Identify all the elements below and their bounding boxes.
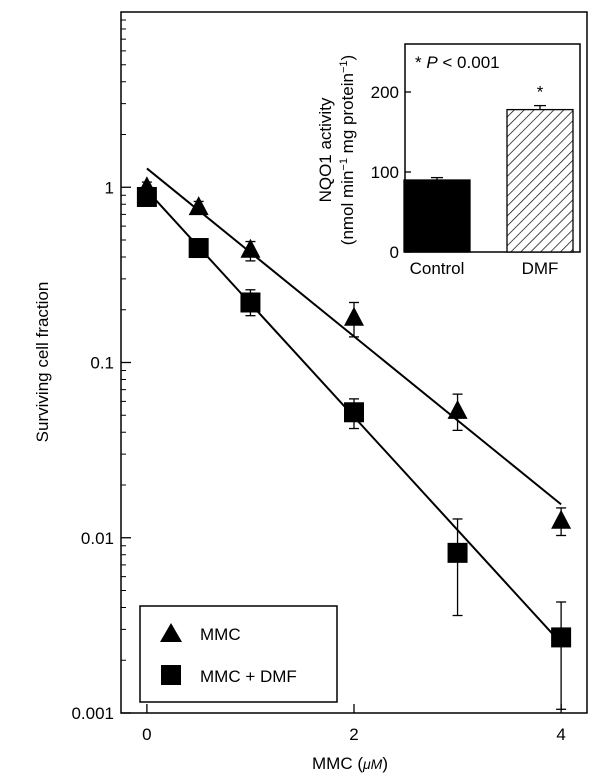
inset-significance-star: *: [537, 83, 544, 102]
triangle-point-mmc: [344, 306, 364, 326]
triangle-point-mmc: [551, 509, 572, 529]
square-point-mmc-dmf: [136, 186, 157, 207]
x-tick-label: 4: [556, 725, 565, 744]
main-axis-ticks: 0 2 4 1 0.1 0.01 0.001: [71, 19, 566, 744]
legend-square-icon: [161, 665, 181, 685]
y-axis-label: Surviving cell fraction: [33, 282, 52, 443]
inset-bar-dmf: [506, 108, 574, 253]
x-tick-label: 2: [349, 725, 358, 744]
legend-triangle-icon: [160, 623, 182, 642]
inset-y-tick-label: 0: [390, 243, 399, 262]
square-point-mmc-dmf: [240, 292, 261, 313]
inset-bars: Control DMF *: [403, 83, 574, 278]
inset-bar-control: [403, 179, 471, 253]
y-tick-label: 0.001: [71, 704, 114, 723]
legend: MMC MMC + DMF: [139, 605, 338, 703]
inset-category-label: Control: [410, 259, 465, 278]
square-point-mmc-dmf: [551, 627, 572, 648]
data-points: [136, 176, 572, 648]
x-tick-label: 0: [142, 725, 151, 744]
triangle-point-mmc: [188, 196, 209, 216]
inset-axis-ticks: 0 100 200: [371, 83, 411, 262]
inset-chart: * P < 0.001 NQO1 activity (nmol min−1 mg…: [316, 43, 581, 278]
y-tick-label: 0.01: [81, 529, 114, 548]
legend-box: [139, 605, 338, 703]
legend-label-mmc-dmf: MMC + DMF: [200, 667, 297, 686]
inset-y-label-line2: (nmol min−1 mg protein−1): [338, 55, 357, 245]
inset-y-tick-label: 200: [371, 83, 399, 102]
x-axis-label: MMC (μM): [312, 754, 388, 773]
legend-label-mmc: MMC: [200, 625, 241, 644]
y-tick-label: 0.1: [90, 354, 114, 373]
triangle-point-mmc: [240, 238, 261, 258]
inset-p-annotation: * P < 0.001: [415, 53, 500, 72]
square-point-mmc-dmf: [188, 238, 209, 259]
square-point-mmc-dmf: [447, 542, 468, 563]
inset-category-label: DMF: [522, 259, 559, 278]
inset-y-label-line1: NQO1 activity: [316, 97, 335, 202]
square-point-mmc-dmf: [344, 402, 364, 423]
y-tick-label: 1: [105, 178, 114, 197]
triangle-point-mmc: [447, 399, 468, 419]
inset-y-tick-label: 100: [371, 163, 399, 182]
